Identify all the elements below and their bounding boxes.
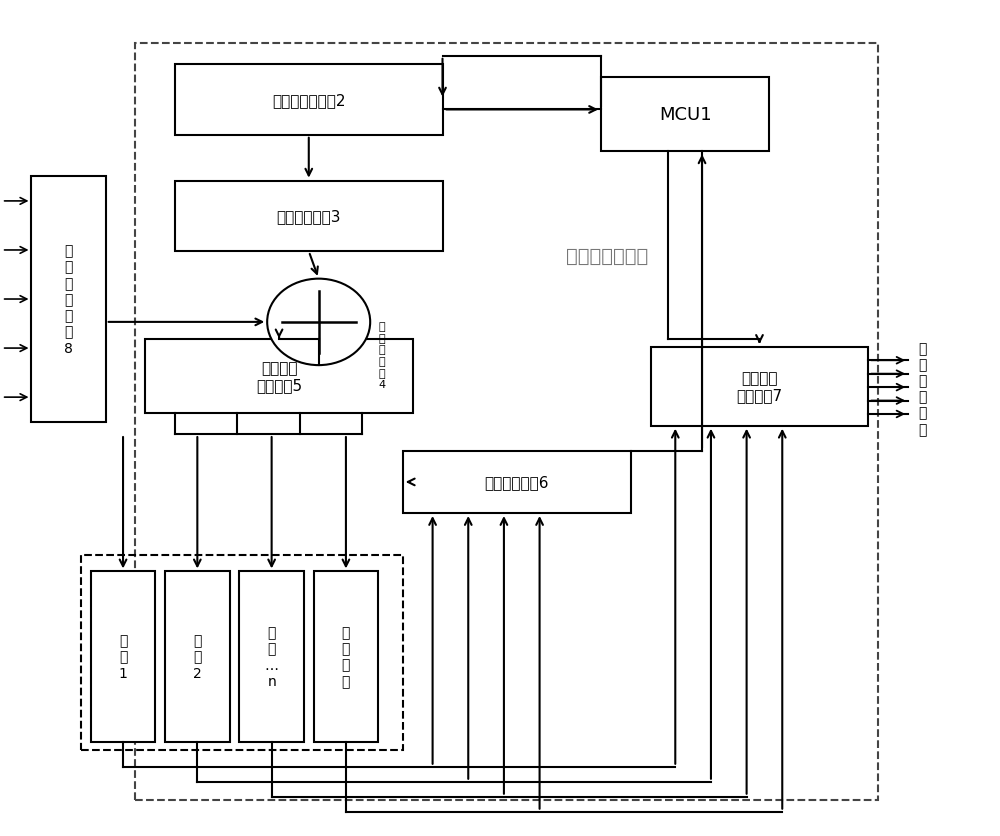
Text: 输出开关
控制模块7: 输出开关 控制模块7 [736, 370, 783, 403]
Bar [175, 181, 443, 252]
Circle shape [267, 279, 370, 365]
Bar [651, 348, 868, 426]
Text: 检测信号发生器2: 检测信号发生器2 [272, 93, 346, 108]
Text: 音
频
信
号
输
入
8: 音 频 信 号 输 入 8 [64, 244, 73, 355]
Text: 音
频
混
合
器
4: 音 频 混 合 器 4 [378, 322, 385, 390]
Bar [135, 44, 878, 800]
Bar [165, 572, 230, 742]
Text: 功
放
2: 功 放 2 [193, 634, 202, 680]
Bar [175, 65, 443, 135]
Text: 备
用
功
放: 备 用 功 放 [342, 625, 350, 688]
Bar [81, 555, 403, 750]
Text: 增益控制模块3: 增益控制模块3 [277, 209, 341, 224]
Text: 音
频
信
号
输
出: 音 频 信 号 输 出 [919, 341, 927, 436]
Bar [314, 572, 378, 742]
Text: 信号检测模块6: 信号检测模块6 [485, 475, 549, 490]
Bar [145, 339, 413, 414]
Text: 功
放
…
n: 功 放 … n [265, 625, 279, 688]
Bar [239, 572, 304, 742]
Bar [403, 451, 631, 513]
Bar [601, 78, 769, 152]
Bar [31, 177, 106, 422]
Bar [91, 572, 155, 742]
Text: 输入开关
控制模块5: 输入开关 控制模块5 [256, 360, 302, 393]
Text: 功
放
1: 功 放 1 [119, 634, 127, 680]
Text: 功放主备切换器: 功放主备切换器 [566, 247, 649, 266]
Text: MCU1: MCU1 [659, 106, 712, 124]
